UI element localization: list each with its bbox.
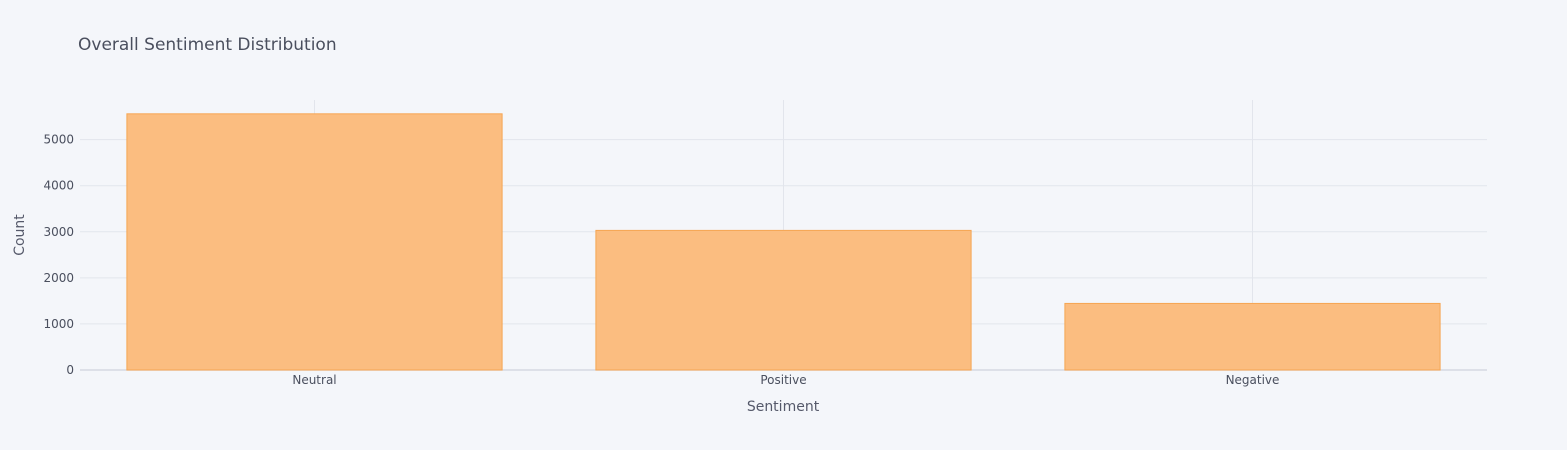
chart-title: Overall Sentiment Distribution <box>78 35 337 55</box>
y-tick-label: 1000 <box>43 317 74 331</box>
y-tick-label: 5000 <box>43 133 74 147</box>
bar-neutral[interactable] <box>126 113 503 371</box>
bar-negative[interactable] <box>1064 302 1441 371</box>
bars <box>126 113 1441 371</box>
x-tick-label: Positive <box>760 373 806 387</box>
bar-positive[interactable] <box>595 229 972 371</box>
y-tick-label: 2000 <box>43 271 74 285</box>
x-tick-label: Negative <box>1226 373 1280 387</box>
y-axis-ticks: 0 1000 2000 3000 4000 5000 <box>43 133 74 377</box>
x-axis-title: Sentiment <box>747 399 820 415</box>
y-tick-label: 0 <box>66 363 74 377</box>
x-axis-ticks: Neutral Positive Negative <box>292 373 1279 387</box>
y-axis-title: Count <box>12 214 28 256</box>
y-tick-label: 3000 <box>43 225 74 239</box>
x-tick-label: Neutral <box>292 373 336 387</box>
y-tick-label: 4000 <box>43 179 74 193</box>
